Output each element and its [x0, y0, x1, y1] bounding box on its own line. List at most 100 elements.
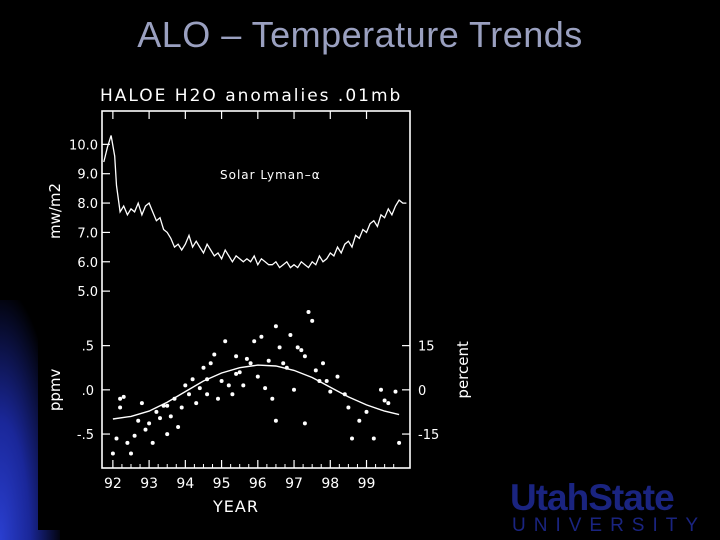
h2o-data-point: [306, 310, 311, 314]
h2o-y-tick-label: .5: [82, 340, 94, 355]
h2o-data-point: [165, 432, 170, 437]
h2o-data-point: [121, 394, 126, 399]
x-tick-label: 99: [358, 476, 376, 492]
h2o-data-point: [263, 386, 268, 391]
h2o-data-point: [317, 379, 322, 383]
h2o-data-point: [302, 354, 307, 359]
h2o-data-point: [259, 334, 264, 339]
h2o-y2-axis-label: percent: [454, 341, 472, 399]
h2o-data-point: [168, 414, 173, 419]
haloe-chart: HALOE H2O anomalies .01mb 92 93 94 95 96 97 98 9…: [46, 86, 472, 516]
h2o-data-point: [281, 361, 286, 366]
h2o-data-point: [295, 345, 300, 350]
h2o-data-point: [118, 405, 123, 410]
h2o-data-point: [179, 405, 184, 410]
h2o-data-point: [216, 396, 220, 401]
h2o-data-point: [234, 354, 239, 359]
h2o-y-tick-label: .0: [82, 384, 94, 399]
h2o-data-point: [244, 356, 249, 361]
h2o-data-point: [226, 383, 231, 388]
h2o-data-point: [129, 451, 133, 456]
h2o-data-point: [187, 392, 191, 397]
h2o-data-point: [299, 348, 304, 353]
solar-y-tick-label: 7.0: [77, 226, 98, 241]
h2o-data-point: [346, 405, 351, 410]
h2o-data-point: [183, 383, 188, 388]
h2o-data-point: [219, 379, 224, 383]
h2o-data-point: [324, 379, 329, 383]
h2o-data-point: [313, 368, 318, 373]
h2o-data-point: [190, 377, 195, 382]
h2o-data-point: [197, 386, 202, 391]
solar-y-tick-label: 10.0: [69, 138, 98, 153]
h2o-y2-tick-label: 15: [418, 340, 435, 355]
h2o-data-point: [208, 361, 213, 366]
solar-y-axis-label: mw/m2: [46, 183, 64, 239]
x-axis-label: YEAR: [212, 497, 259, 516]
h2o-data-point: [114, 436, 119, 441]
h2o-data-point: [273, 418, 278, 423]
h2o-y2-tick-label: 0: [418, 384, 426, 399]
h2o-data-point: [310, 318, 315, 323]
h2o-data-point: [321, 361, 325, 366]
h2o-data-point: [364, 409, 369, 414]
h2o-data-point: [136, 418, 141, 423]
h2o-data-point: [154, 409, 159, 414]
x-tick-label: 98: [321, 476, 339, 492]
h2o-data-point: [342, 392, 347, 397]
h2o-data-point: [277, 345, 282, 350]
solar-y-tick-label: 9.0: [77, 168, 98, 183]
h2o-data-point: [397, 440, 402, 445]
x-tick-label: 92: [104, 476, 122, 492]
x-tick-label: 94: [176, 476, 194, 492]
h2o-data-point: [248, 361, 253, 366]
x-tick-label: 93: [140, 476, 158, 492]
h2o-data-point: [110, 451, 115, 456]
h2o-data-point: [382, 398, 387, 403]
h2o-data-point: [350, 436, 354, 441]
h2o-data-point: [357, 418, 362, 423]
h2o-data-point: [176, 425, 181, 429]
logo-sub-text: UNIVERSITY: [512, 515, 707, 536]
h2o-data-point: [386, 401, 391, 406]
h2o-data-point: [150, 440, 155, 445]
h2o-data-point: [266, 358, 271, 363]
h2o-data-point: [237, 370, 242, 375]
h2o-data-point: [223, 339, 228, 344]
h2o-data-point: [292, 387, 296, 392]
h2o-data-point: [161, 403, 166, 408]
slide-title: ALO – Temperature Trends: [137, 14, 583, 55]
h2o-data-point: [125, 440, 130, 445]
h2o-data-point: [288, 333, 293, 337]
h2o-fit-line: [112, 364, 400, 420]
h2o-data-point: [230, 392, 235, 397]
h2o-data-point: [393, 389, 398, 394]
h2o-data-point: [132, 433, 137, 438]
h2o-data-point: [335, 374, 340, 379]
h2o-data-point: [205, 392, 210, 397]
h2o-data-point: [255, 374, 260, 379]
h2o-data-point: [328, 389, 333, 394]
h2o-data-point: [371, 436, 376, 441]
x-tick-label: 95: [213, 476, 231, 492]
solar-series-line: [103, 135, 407, 269]
h2o-data-point: [158, 416, 162, 421]
h2o-data-point: [252, 339, 257, 344]
logo-main-text: UtahState: [510, 477, 675, 518]
h2o-data-point: [201, 365, 206, 370]
university-logo: UtahState UNIVERSITY: [510, 478, 720, 540]
h2o-data-point: [205, 377, 210, 382]
h2o-data-point: [284, 365, 289, 370]
h2o-data-point: [165, 403, 170, 408]
h2o-data-point: [234, 371, 239, 376]
h2o-data-point: [302, 421, 307, 426]
h2o-data-point: [273, 324, 278, 329]
h2o-data-point: [212, 352, 217, 357]
h2o-data-point: [172, 396, 177, 401]
plot-frame: [101, 110, 411, 469]
solar-y-tick-label: 5.0: [77, 285, 98, 300]
h2o-y-tick-label: -.5: [77, 428, 94, 443]
h2o-data-point: [194, 401, 199, 406]
h2o-data-point: [147, 421, 152, 426]
h2o-data-point: [143, 427, 148, 432]
